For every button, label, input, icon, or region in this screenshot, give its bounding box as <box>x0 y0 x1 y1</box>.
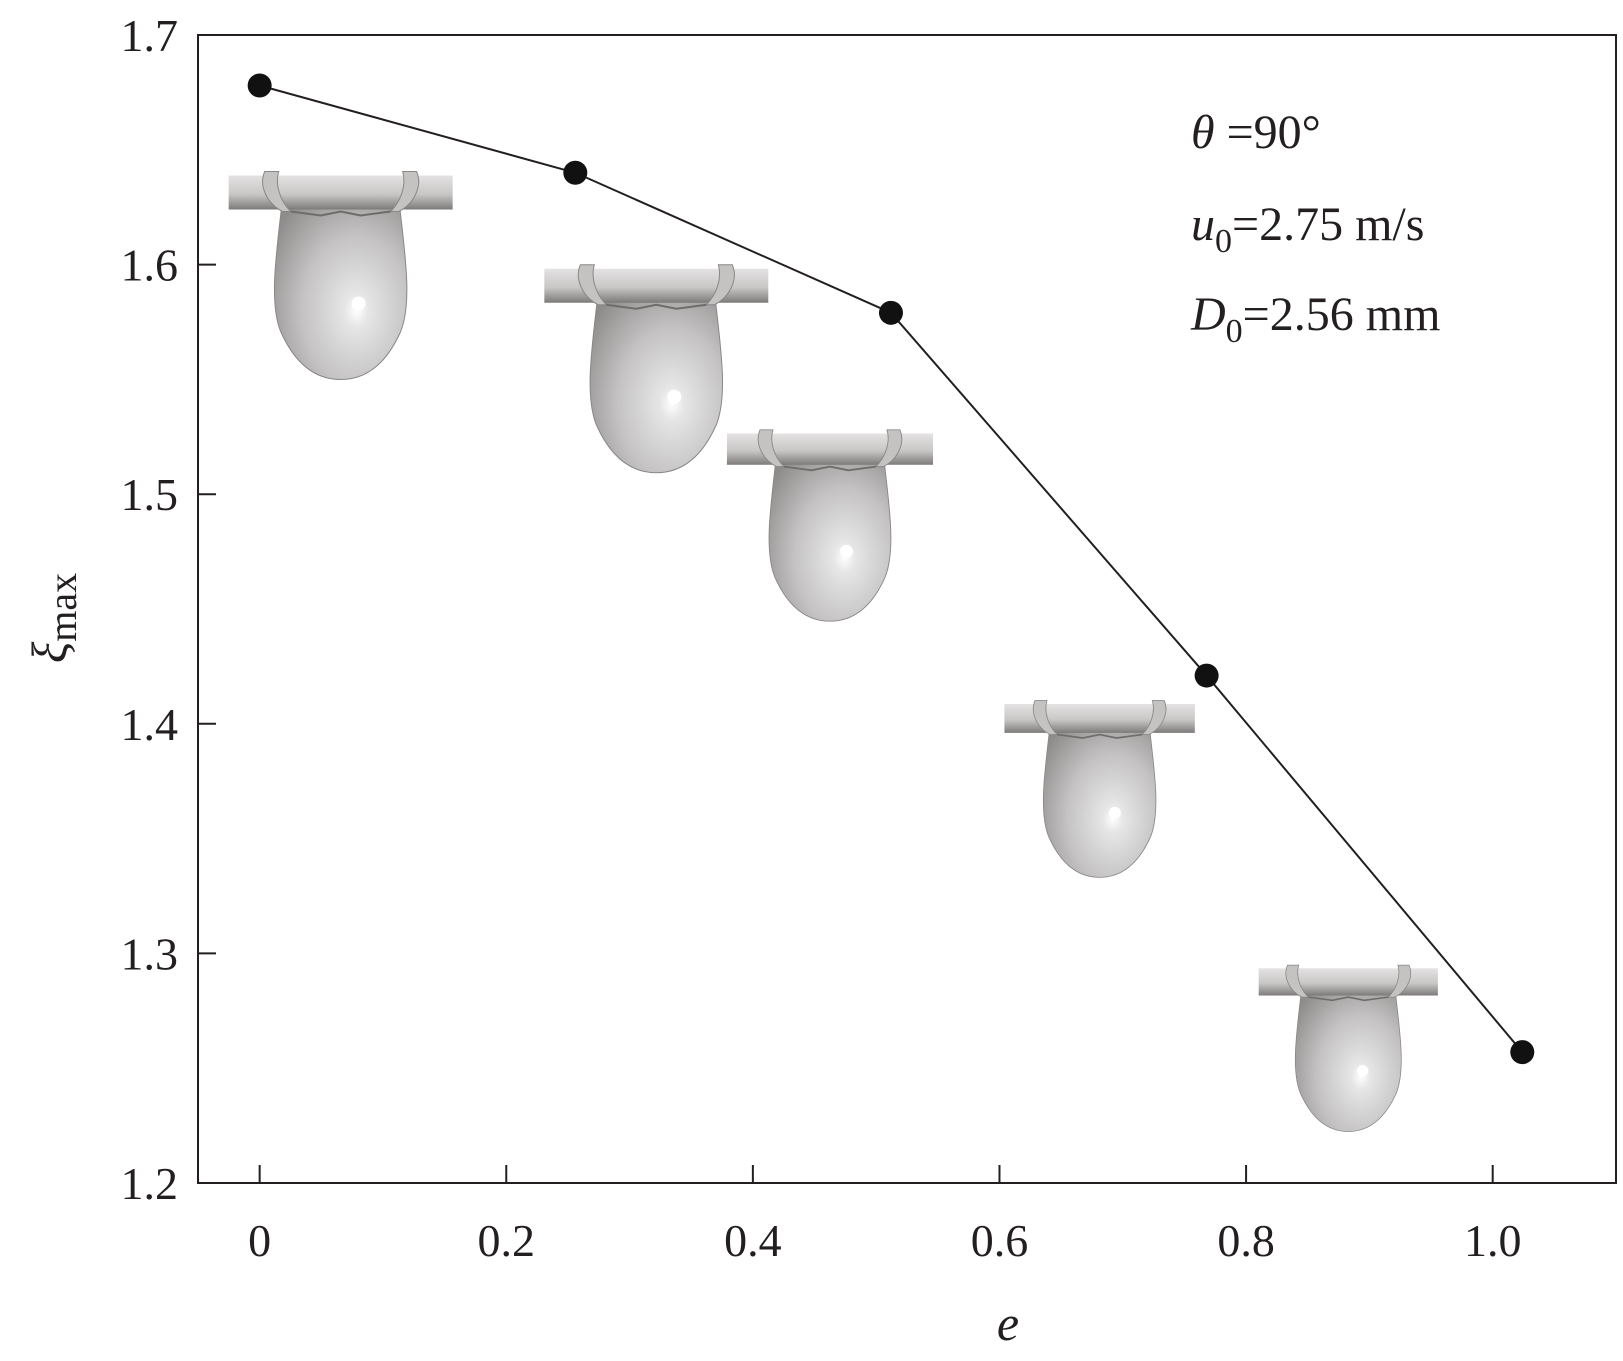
droplet-on-cylinder-image <box>228 171 453 381</box>
x-tick-label: 1.0 <box>1464 1215 1522 1266</box>
y-tick-label: 1.2 <box>121 1158 179 1209</box>
droplet-on-cylinder-image <box>544 264 769 474</box>
droplet-body <box>589 290 723 474</box>
annotation-text: D0=2.56 mm <box>1190 288 1440 350</box>
y-axis-label-text: ξmax <box>21 573 85 663</box>
x-tick-label: 0.4 <box>724 1215 782 1266</box>
highlight <box>667 389 682 404</box>
y-tick-label: 1.3 <box>121 928 179 979</box>
data-point <box>247 73 272 98</box>
y-axis-label-subscript: max <box>40 573 85 642</box>
data-point <box>1194 663 1219 688</box>
y-tick-label: 1.4 <box>121 699 179 750</box>
crease <box>290 210 391 217</box>
x-tick-label: 0 <box>248 1215 271 1266</box>
droplet-body <box>1042 722 1157 878</box>
highlight <box>1357 1065 1369 1077</box>
droplet-on-cylinder-image <box>726 429 934 622</box>
highlight <box>351 296 366 311</box>
ticks: 0 0.2 0.4 0.6 0.8 1.0 1.2 1.3 1.4 1.5 1.6 1.7 <box>121 10 1522 1266</box>
highlight <box>1108 806 1121 819</box>
droplet-on-cylinder-image <box>1258 964 1438 1132</box>
droplet-insets <box>228 171 1438 1132</box>
axis-labels: e ξmax <box>21 573 1019 1351</box>
x-axis-label: e <box>997 1295 1019 1351</box>
annotation-variable: u <box>1191 198 1215 251</box>
crease <box>783 465 877 472</box>
liquid-rim-right <box>874 429 903 468</box>
liquid-rim-left <box>757 429 786 468</box>
data-point <box>878 300 903 325</box>
x-tick-label: 0.6 <box>971 1215 1029 1266</box>
highlight <box>840 544 853 558</box>
x-tick-label: 0.2 <box>478 1215 536 1266</box>
annotation-value: =2.56 mm <box>1243 288 1441 341</box>
y-axis-label: ξmax <box>21 573 85 663</box>
annotation-value: =2.75 m/s <box>1232 198 1424 251</box>
x-tick-label: 0.8 <box>1217 1215 1275 1266</box>
y-tick-label: 1.5 <box>121 469 179 520</box>
annotation-text: u0=2.75 m/s <box>1191 198 1424 260</box>
crease <box>606 303 707 310</box>
droplet-body <box>273 197 408 381</box>
annotation-variable: D <box>1190 288 1226 341</box>
annotation-subscript: 0 <box>1226 313 1243 350</box>
series <box>247 73 1535 1065</box>
annotation-variable: θ <box>1191 106 1215 159</box>
droplet-body <box>1294 985 1402 1132</box>
annotation-text: θ =90° <box>1191 106 1321 159</box>
annotation-subscript: 0 <box>1215 223 1232 260</box>
data-point <box>563 160 588 185</box>
axes <box>197 34 1617 1184</box>
plot-frame <box>197 34 1617 1184</box>
annotations: θ =90°u0=2.75 m/sD0=2.56 mm <box>1190 106 1440 350</box>
crease <box>1308 996 1389 1002</box>
droplet-body <box>768 453 892 622</box>
crease <box>1057 733 1143 739</box>
annotation-value: =90° <box>1215 106 1321 159</box>
y-tick-label: 1.6 <box>121 240 179 291</box>
y-tick-label: 1.7 <box>121 10 179 61</box>
droplet-on-cylinder-image <box>1004 700 1195 878</box>
data-point <box>1510 1040 1535 1065</box>
